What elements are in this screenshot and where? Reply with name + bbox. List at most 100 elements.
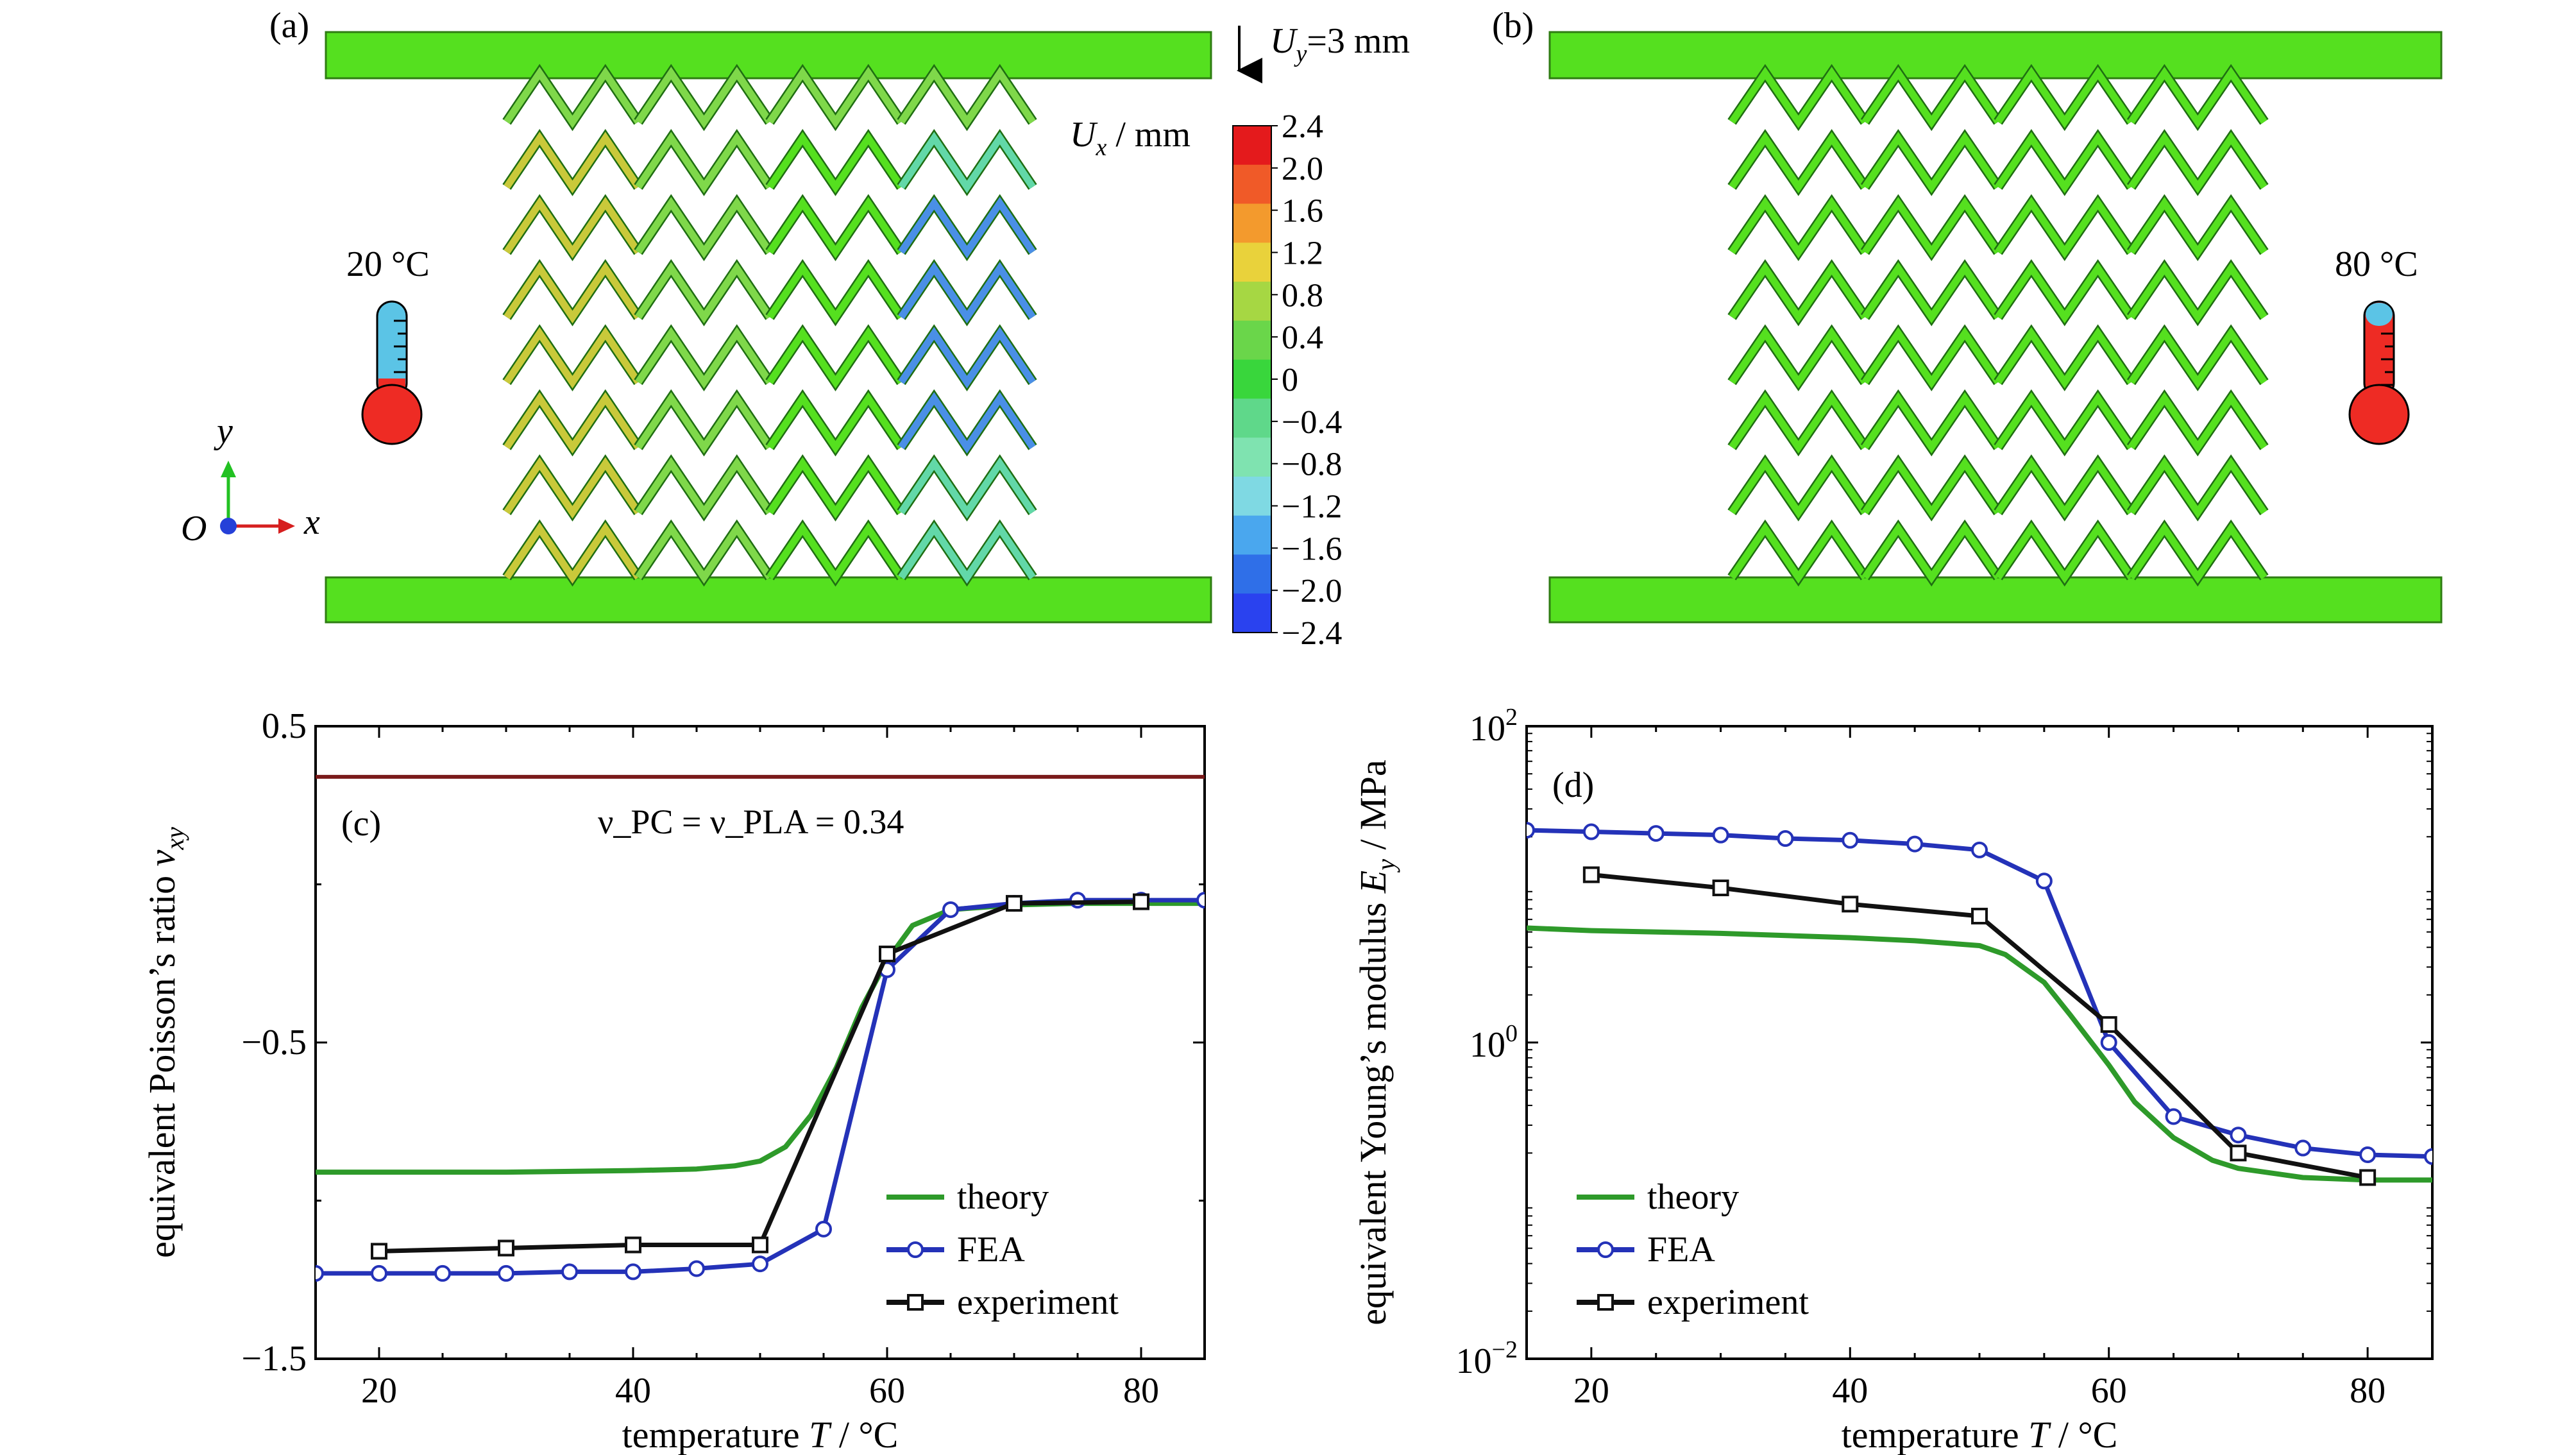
panel-a-label: (a) [269,6,309,46]
lattice-strut [1995,197,2135,259]
lattice-strut [1861,262,2001,324]
lattice-strut [1729,197,1868,259]
legend-label: theory [957,1177,1049,1217]
colorbar-segment [1233,359,1271,400]
data-point-fea [1647,825,1665,842]
lattice-strut [635,392,773,454]
legend-marker [1597,1294,1614,1311]
colorbar-tick-label: 0.8 [1282,277,1323,314]
lattice-strut [1995,67,2135,128]
data-point-fea [2424,1148,2432,1165]
lattice-strut [1995,262,2135,324]
panel-b: (b) 80 °C [1492,6,2443,624]
data-point-fea [2359,1146,2377,1164]
data-point-fea [2100,1034,2117,1051]
lattice-strut [767,67,904,128]
data-point-fea [1527,822,1535,839]
lattice-strut [635,522,773,584]
data-point-experiment [2359,1169,2377,1186]
bottom-plate-a [325,576,1212,624]
lattice-strut [504,522,641,584]
data-point-experiment [1133,893,1149,910]
data-point-fea [371,1264,387,1282]
colorbar-segment [1233,438,1271,477]
top-plate-a [325,31,1212,80]
y-tick-label: −0.5 [241,1023,307,1062]
lattice-strut [2128,522,2267,584]
lattice-strut [635,196,773,259]
lattice-strut [767,457,904,519]
legend-marker [1597,1241,1614,1258]
data-point-fea [752,1255,768,1273]
data-point-experiment [1842,896,1859,913]
panel-label: (d) [1552,765,1594,805]
y-axis-label: equivalent Young’s modulus Ey / MPa [1352,760,1400,1325]
data-point-fea [1906,835,1924,853]
y-tick-label: 10−2 [1456,1336,1518,1381]
lattice-strut [1861,327,2001,389]
lattice-strut [1861,132,2001,194]
data-point-experiment [1971,907,1988,924]
lattice-strut [635,457,773,519]
data-point-experiment [1006,895,1022,912]
lattice-strut [2128,392,2267,454]
chart-d: 20 40 60 80 10−2 100 102 temperature T / °C equi… [1352,704,2434,1455]
lattice-strut [504,457,641,519]
legend-marker [907,1241,924,1258]
panel-a: (a) Uy=3 mm 20 °C O x [181,6,1410,652]
lattice-strut [767,196,904,259]
lattice-strut [1861,457,2001,519]
legend-label: FEA [1647,1230,1715,1270]
lattice-a [502,64,1037,587]
lattice-strut [635,262,773,324]
x-axis-label: temperature T / °C [1842,1414,2118,1455]
panel-label: (c) [341,804,381,844]
colorbar-segment [1233,164,1271,205]
legend: theory FEA experiment [886,1177,1119,1322]
lattice-strut [1995,132,2135,194]
data-point-fea [316,1264,324,1282]
x-tick-label: 60 [869,1371,905,1411]
lattice-strut [2128,457,2267,519]
lattice-strut [2128,327,2267,389]
lattice-strut [898,67,1036,128]
colorbar-tick-label: 2.4 [1282,108,1323,145]
data-point-fea [625,1263,641,1281]
lattice-strut [2128,262,2267,324]
data-point-experiment [1712,879,1729,896]
lattice-strut [767,392,904,454]
data-point-fea [1712,826,1729,844]
temperature-label-a: 20 °C [346,244,430,284]
lattice-strut [1861,67,2001,128]
data-point-fea [2294,1139,2312,1157]
data-point-fea [1582,823,1600,840]
y-axis-label: equivalent Poisson’s ratio νxy [141,827,189,1258]
y-tick-label: 102 [1470,704,1518,749]
y-tick-label: −1.5 [241,1339,307,1379]
lattice-strut [1729,327,1868,389]
x-tick-label: 60 [2091,1371,2127,1411]
data-point-experiment [371,1243,387,1260]
displacement-label: Uy=3 mm [1270,21,1410,67]
colorbar-segment [1233,320,1271,361]
colorbar-tick-label: −2.0 [1282,573,1342,609]
lattice-strut [767,327,904,389]
colorbar-tick-label: 0 [1282,362,1298,398]
colorbar-segment [1233,398,1271,439]
top-plate-b [1548,31,2443,80]
lattice-strut [767,262,904,324]
lattice-strut [1729,262,1868,324]
colorbar-tick-label: −2.4 [1282,615,1342,652]
lattice-strut [1861,522,2001,584]
colorbar-tick-label: 1.6 [1282,193,1323,230]
lattice-strut [504,392,641,454]
lattice-strut [504,262,641,324]
lattice-strut [635,132,773,194]
lattice-strut [635,67,773,128]
series-line-theory [1527,925,2432,1183]
colorbar: 2.4 2.0 1.6 1.2 0.8 0.4 0 −0.4 −0.8 −1.2 −1.6 −2.0 −… [1232,108,1342,652]
lattice-strut [2128,67,2267,128]
lattice-strut [767,522,904,584]
series-group [316,892,1205,1282]
